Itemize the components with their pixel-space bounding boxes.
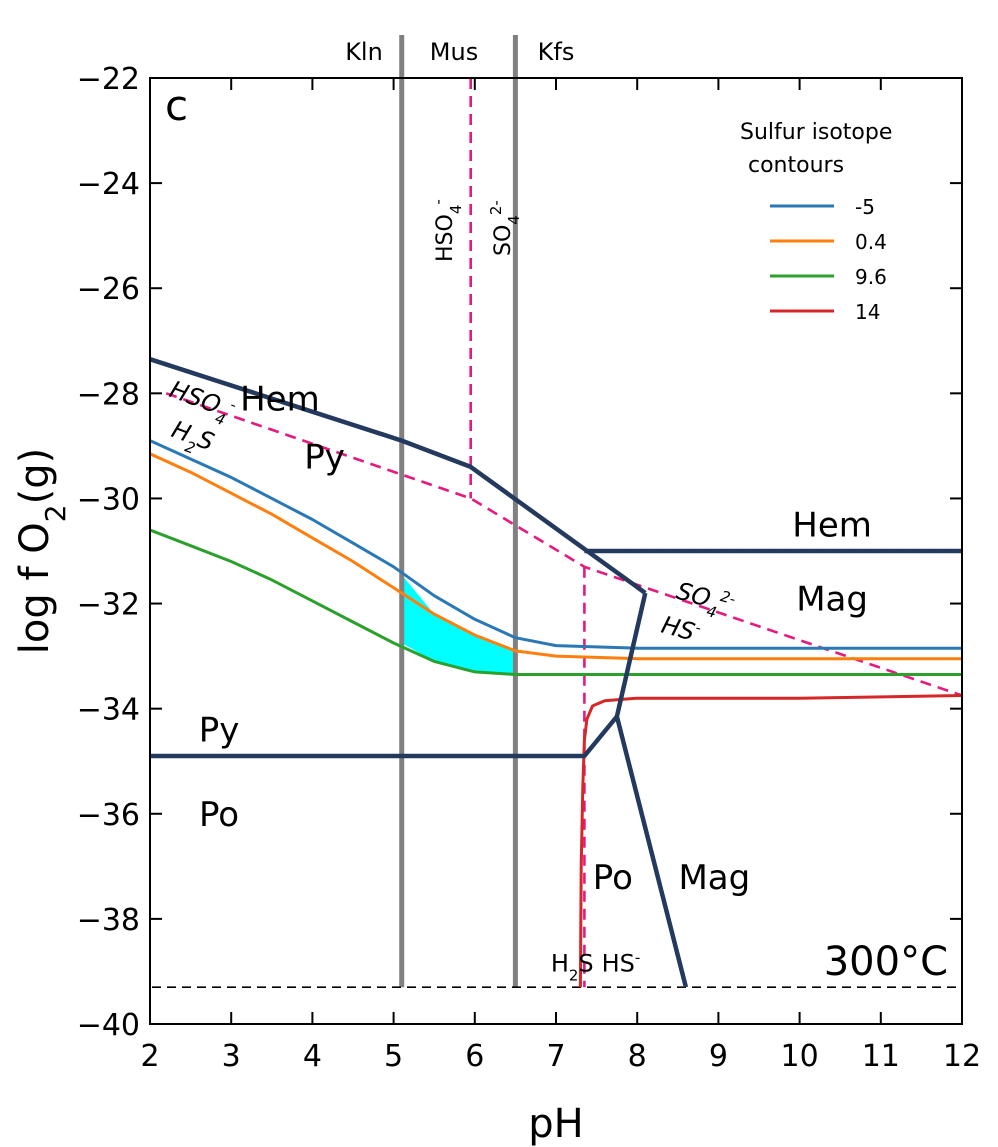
y-tick-label: −32 <box>77 588 140 623</box>
svg-text:H2S: H2S <box>166 415 218 463</box>
field-label-mag-3: Mag <box>796 579 868 619</box>
isotope-contour-0 <box>150 439 962 650</box>
zone-label-kln: Kln <box>345 38 383 66</box>
legend-label-3: 14 <box>855 300 880 324</box>
legend-title-line1: Sulfur isotope <box>740 120 892 145</box>
isotope-contour-3 <box>578 694 962 988</box>
phase-boundary-2 <box>150 715 619 759</box>
x-tick-label: 11 <box>862 1039 900 1074</box>
x-tick-label: 3 <box>222 1039 241 1074</box>
temperature-label: 300°C <box>824 939 948 985</box>
x-tick-label: 5 <box>384 1039 403 1074</box>
legend: Sulfur isotope contours -5 0.4 9.6 14 <box>740 120 892 324</box>
panel-label: c <box>165 81 188 130</box>
x-tick-label: 8 <box>628 1039 647 1074</box>
x-tick-label: 4 <box>303 1039 322 1074</box>
hso4-vertical-label: HSO4- <box>429 199 465 262</box>
legend-title-line2: contours <box>748 153 844 178</box>
x-tick-label: 6 <box>465 1039 484 1074</box>
field-label-hem-2: Hem <box>792 506 872 546</box>
species-boundary-dashed-1 <box>165 392 962 697</box>
field-label-po-5: Po <box>199 795 239 835</box>
field-label-py-1: Py <box>304 437 345 477</box>
x-tick-label: 7 <box>546 1039 565 1074</box>
hs-italic-label: HS- <box>658 610 703 648</box>
target-fill-region <box>401 574 516 675</box>
y-tick-label: −22 <box>77 62 140 97</box>
zone-label-mus: Mus <box>430 38 478 66</box>
zone-label-kfs: Kfs <box>538 38 575 66</box>
svg-text:log f O2(g): log f O2(g) <box>12 448 72 654</box>
species-label-bottom-0: H2S <box>551 950 594 985</box>
y-tick-label: −38 <box>77 903 140 938</box>
y-tick-label: −36 <box>77 798 140 833</box>
species-label-bottom-1: HS- <box>602 949 641 978</box>
field-label-hem-0: Hem <box>240 380 320 420</box>
field-label-mag-7: Mag <box>678 858 750 898</box>
isotope-contour-2 <box>150 528 962 676</box>
y-tick-label: −30 <box>77 482 140 517</box>
field-label-po-6: Po <box>593 858 633 898</box>
y-tick-label: −24 <box>77 167 140 202</box>
legend-label-2: 9.6 <box>855 265 887 289</box>
x-axis-title: pH <box>528 1101 583 1147</box>
x-tick-label: 9 <box>709 1039 728 1074</box>
h2s-italic-label: H2S <box>166 415 218 463</box>
legend-label-0: -5 <box>855 195 875 219</box>
legend-label-1: 0.4 <box>855 230 887 254</box>
svg-text:HSO4-: HSO4- <box>429 199 465 262</box>
x-tick-label: 10 <box>781 1039 819 1074</box>
isotope-contour-1 <box>150 452 962 661</box>
phase-boundary-3 <box>614 592 689 988</box>
y-axis-title: log f O2(g) <box>12 448 72 654</box>
y-tick-label: −28 <box>77 377 140 412</box>
x-tick-label: 2 <box>140 1039 159 1074</box>
x-tick-label: 12 <box>943 1039 981 1074</box>
y-tick-label: −40 <box>77 1008 140 1043</box>
y-tick-label: −34 <box>77 693 140 728</box>
phase-boundary-0 <box>150 357 647 595</box>
y-tick-label: −26 <box>77 272 140 307</box>
field-label-py-4: Py <box>199 711 240 751</box>
svg-text:HS-: HS- <box>658 610 703 648</box>
